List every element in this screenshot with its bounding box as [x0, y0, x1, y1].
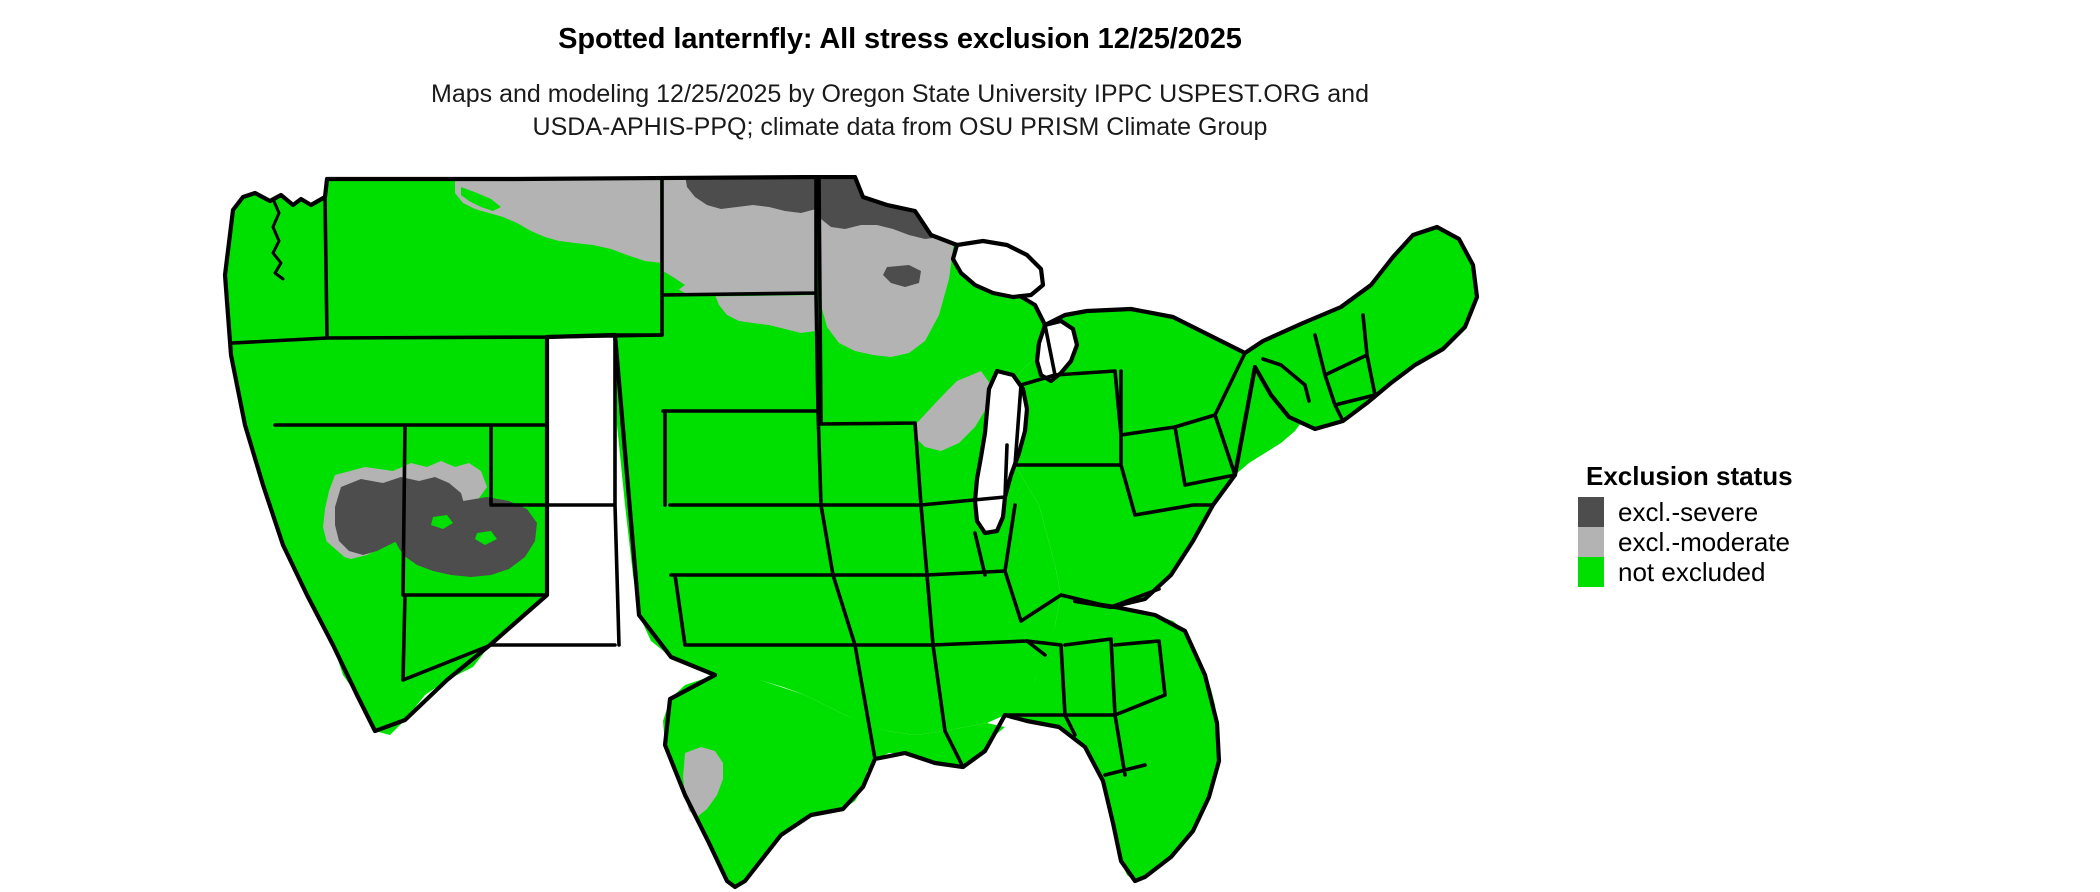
- overlay-wisconsin: [915, 371, 991, 451]
- overlay-south-texas: [683, 747, 723, 817]
- subtitle-line-1: Maps and modeling 12/25/2025 by Oregon S…: [431, 80, 1369, 108]
- legend-label-excl-moderate: excl.-moderate: [1618, 527, 1790, 557]
- state-borders-midwest: [817, 175, 1047, 733]
- excl-severe-mn-inset: [883, 265, 921, 287]
- legend-item-excl-severe[interactable]: excl.-severe: [1578, 497, 1998, 527]
- lake-superior: [950, 238, 1046, 300]
- legend-swatch-not-excluded: [1578, 557, 1604, 587]
- region-south-central: [615, 335, 1005, 887]
- region-mid-atlantic: [1005, 309, 1309, 607]
- green-notch-montana: [461, 187, 501, 211]
- overlay-north-dakota: [662, 178, 816, 293]
- excl-moderate-montana: [455, 178, 662, 263]
- green-speck-sw-1: [431, 515, 453, 529]
- legend-label-not-excluded: not excluded: [1618, 557, 1766, 587]
- base-green-landmass: [225, 177, 1477, 887]
- legend-swatch-excl-severe: [1578, 497, 1604, 527]
- us-map-svg: [222, 175, 1480, 890]
- overlay-south-dakota: [715, 295, 816, 333]
- legend-title: Exclusion status: [1586, 461, 1793, 491]
- region-southeast: [1005, 595, 1219, 881]
- state-borders-west: [231, 195, 664, 682]
- excl-severe-sw: [335, 477, 465, 555]
- legend-swatch-excl-moderate: [1578, 527, 1604, 557]
- page-title: Spotted lanternfly: All stress exclusion…: [558, 23, 1242, 55]
- legend-rows: excl.-severe excl.-moderate not excluded: [1578, 497, 1998, 587]
- title-block: Spotted lanternfly: All stress exclusion…: [0, 22, 1800, 56]
- excl-severe-az-main: [395, 497, 537, 577]
- lake-michigan: [972, 368, 1030, 536]
- overlay-montana: [455, 178, 662, 263]
- excl-severe-nd: [685, 178, 816, 213]
- legend: Exclusion status excl.-severe excl.-mode…: [1578, 462, 1998, 587]
- excl-moderate-tx: [683, 747, 723, 817]
- us-map-container: [215, 175, 1575, 890]
- legend-label-excl-severe: excl.-severe: [1618, 497, 1759, 527]
- legend-item-excl-moderate[interactable]: excl.-moderate: [1578, 527, 1998, 557]
- state-borders-southeast: [943, 587, 1167, 777]
- excl-moderate-wi: [915, 371, 991, 451]
- legend-item-not-excluded[interactable]: not excluded: [1578, 557, 1998, 587]
- region-northeast: [1245, 227, 1477, 429]
- map-land-layer: [222, 175, 1480, 890]
- subtitle-line-2: USDA-APHIS-PPQ; climate data from OSU PR…: [532, 113, 1268, 141]
- region-plains: [615, 177, 1061, 735]
- green-speck-sw-2: [475, 531, 497, 545]
- state-borders-northeast: [1013, 313, 1377, 517]
- subtitle-block: Maps and modeling 12/25/2025 by Oregon S…: [0, 78, 1800, 144]
- puget-sound-detail: [271, 197, 285, 281]
- state-borders-plains: [613, 175, 877, 761]
- region-west: [225, 178, 662, 735]
- map-borders: [222, 175, 1480, 890]
- green-notch-nd: [663, 271, 685, 291]
- excl-moderate-sd: [715, 295, 816, 333]
